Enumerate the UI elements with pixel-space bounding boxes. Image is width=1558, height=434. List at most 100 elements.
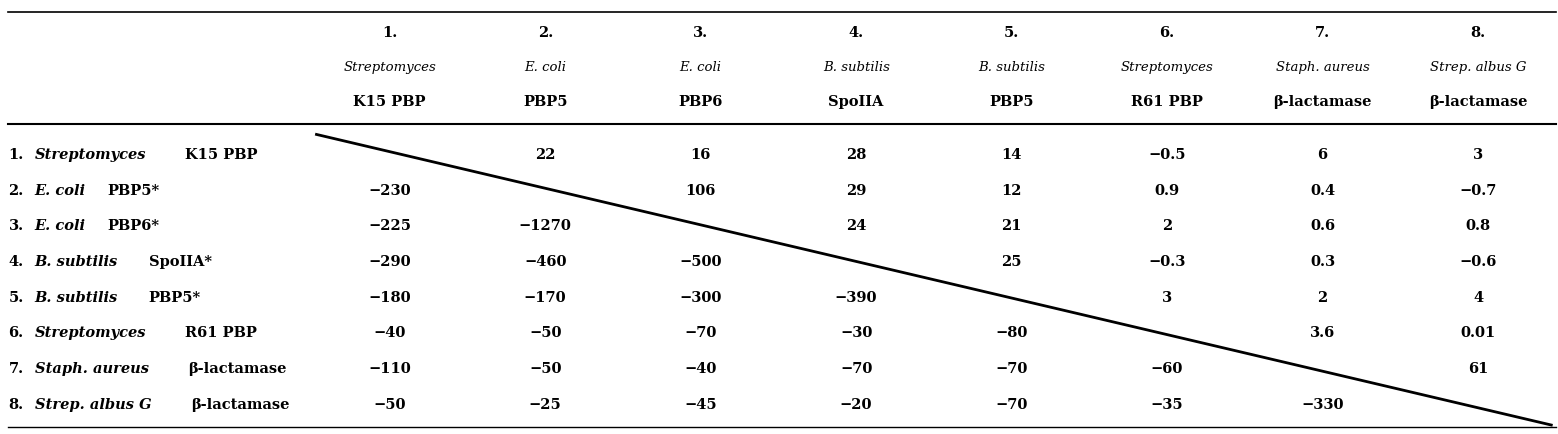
Text: −25: −25 <box>528 398 561 411</box>
Text: 6: 6 <box>1318 148 1327 162</box>
Text: 8.: 8. <box>1471 26 1486 40</box>
Text: 0.3: 0.3 <box>1310 255 1335 269</box>
Text: 7.: 7. <box>8 362 23 376</box>
Text: 5.: 5. <box>8 291 23 305</box>
Text: 2: 2 <box>1162 219 1172 233</box>
Text: 3.: 3. <box>8 219 23 233</box>
Text: E. coli: E. coli <box>34 219 86 233</box>
Text: 24: 24 <box>846 219 866 233</box>
Text: 1.: 1. <box>8 148 23 162</box>
Text: PBP6*: PBP6* <box>108 219 159 233</box>
Text: Strep. albus G: Strep. albus G <box>34 398 151 411</box>
Text: B. subtilis: B. subtilis <box>978 61 1045 74</box>
Text: E. coli: E. coli <box>34 184 86 197</box>
Text: −1270: −1270 <box>519 219 572 233</box>
Text: −50: −50 <box>530 362 561 376</box>
Text: −330: −330 <box>1301 398 1345 411</box>
Text: 14: 14 <box>1002 148 1022 162</box>
Text: PBP5*: PBP5* <box>108 184 159 197</box>
Text: B. subtilis: B. subtilis <box>34 291 118 305</box>
Text: 2.: 2. <box>538 26 553 40</box>
Text: PBP5: PBP5 <box>523 95 567 109</box>
Text: −290: −290 <box>368 255 411 269</box>
Text: −50: −50 <box>530 326 561 340</box>
Text: 3: 3 <box>1472 148 1483 162</box>
Text: β-lactamase: β-lactamase <box>1273 95 1371 109</box>
Text: β-lactamase: β-lactamase <box>192 398 290 411</box>
Text: 106: 106 <box>686 184 715 197</box>
Text: −0.6: −0.6 <box>1460 255 1497 269</box>
Text: 0.01: 0.01 <box>1460 326 1496 340</box>
Text: 6.: 6. <box>8 326 23 340</box>
Text: −35: −35 <box>1151 398 1184 411</box>
Text: 1.: 1. <box>382 26 397 40</box>
Text: 4.: 4. <box>849 26 863 40</box>
Text: −70: −70 <box>996 362 1028 376</box>
Text: Streptomyces: Streptomyces <box>34 148 146 162</box>
Text: −390: −390 <box>835 291 877 305</box>
Text: −0.5: −0.5 <box>1148 148 1186 162</box>
Text: β-lactamase: β-lactamase <box>1429 95 1527 109</box>
Text: 0.4: 0.4 <box>1310 184 1335 197</box>
Text: 6.: 6. <box>1159 26 1175 40</box>
Text: 2: 2 <box>1318 291 1327 305</box>
Text: 4.: 4. <box>8 255 23 269</box>
Text: Streptomyces: Streptomyces <box>343 61 436 74</box>
Text: Streptomyces: Streptomyces <box>1120 61 1214 74</box>
Text: E. coli: E. coli <box>523 61 566 74</box>
Text: Staph. aureus: Staph. aureus <box>34 362 148 376</box>
Text: K15 PBP: K15 PBP <box>185 148 257 162</box>
Text: −80: −80 <box>996 326 1028 340</box>
Text: −70: −70 <box>684 326 717 340</box>
Text: Staph. aureus: Staph. aureus <box>1276 61 1369 74</box>
Text: 61: 61 <box>1468 362 1488 376</box>
Text: Strep. albus G: Strep. albus G <box>1430 61 1527 74</box>
Text: PBP6: PBP6 <box>678 95 723 109</box>
Text: 29: 29 <box>846 184 866 197</box>
Text: 0.6: 0.6 <box>1310 219 1335 233</box>
Text: −225: −225 <box>368 219 411 233</box>
Text: −60: −60 <box>1151 362 1183 376</box>
Text: 5.: 5. <box>1003 26 1019 40</box>
Text: E. coli: E. coli <box>679 61 721 74</box>
Text: −230: −230 <box>368 184 411 197</box>
Text: 7.: 7. <box>1315 26 1331 40</box>
Text: −40: −40 <box>684 362 717 376</box>
Text: PBP5: PBP5 <box>989 95 1035 109</box>
Text: SpoIIA*: SpoIIA* <box>148 255 212 269</box>
Text: −70: −70 <box>996 398 1028 411</box>
Text: −170: −170 <box>523 291 567 305</box>
Text: −460: −460 <box>523 255 567 269</box>
Text: 2.: 2. <box>8 184 23 197</box>
Text: 25: 25 <box>1002 255 1022 269</box>
Text: β-lactamase: β-lactamase <box>189 362 287 376</box>
Text: −30: −30 <box>840 326 872 340</box>
Text: R61 PBP: R61 PBP <box>1131 95 1203 109</box>
Text: 28: 28 <box>846 148 866 162</box>
Text: −40: −40 <box>374 326 407 340</box>
Text: SpoIIA: SpoIIA <box>829 95 883 109</box>
Text: −70: −70 <box>840 362 872 376</box>
Text: 8.: 8. <box>8 398 23 411</box>
Text: 0.9: 0.9 <box>1154 184 1179 197</box>
Text: −50: −50 <box>374 398 407 411</box>
Text: −110: −110 <box>368 362 411 376</box>
Text: −0.7: −0.7 <box>1460 184 1497 197</box>
Text: 21: 21 <box>1002 219 1022 233</box>
Text: Streptomyces: Streptomyces <box>34 326 146 340</box>
Text: 3: 3 <box>1162 291 1172 305</box>
Text: −45: −45 <box>684 398 717 411</box>
Text: −500: −500 <box>679 255 721 269</box>
Text: PBP5*: PBP5* <box>148 291 201 305</box>
Text: 4: 4 <box>1472 291 1483 305</box>
Text: 12: 12 <box>1002 184 1022 197</box>
Text: −0.3: −0.3 <box>1148 255 1186 269</box>
Text: R61 PBP: R61 PBP <box>185 326 257 340</box>
Text: −180: −180 <box>368 291 411 305</box>
Text: 3.: 3. <box>693 26 709 40</box>
Text: 3.6: 3.6 <box>1310 326 1335 340</box>
Text: −300: −300 <box>679 291 721 305</box>
Text: 0.8: 0.8 <box>1466 219 1491 233</box>
Text: B. subtilis: B. subtilis <box>34 255 118 269</box>
Text: 16: 16 <box>690 148 710 162</box>
